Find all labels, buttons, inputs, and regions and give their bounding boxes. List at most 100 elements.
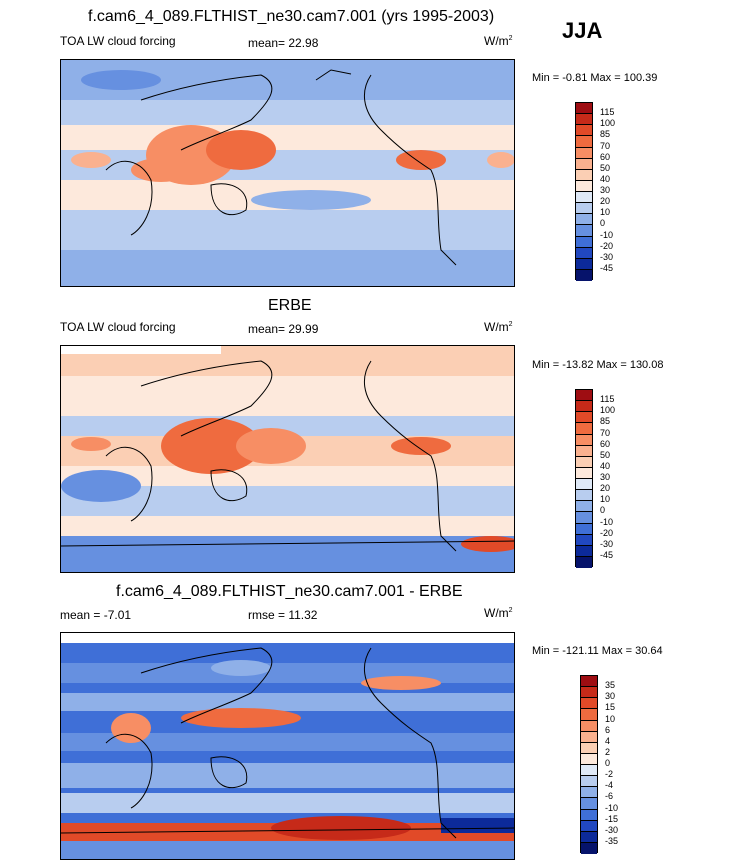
colorbar-tick-label: 100 — [600, 118, 616, 129]
colorbar-swatch — [576, 269, 592, 281]
colorbar-tick-label: 30 — [605, 691, 616, 702]
colorbar-swatch — [576, 434, 592, 446]
colorbar-tick-label: 20 — [600, 196, 611, 207]
colorbar-tick-label: 2 — [605, 746, 611, 757]
colorbar-tick-label: 0 — [600, 218, 606, 229]
panel-3-rmse: rmse = 11.32 — [248, 608, 318, 622]
colorbar-tick-label: 35 — [605, 680, 616, 691]
colorbar-tick-label: 0 — [600, 505, 606, 516]
colorbar-tick-label: 30 — [600, 472, 611, 482]
colorbar-tick-label: 50 — [600, 449, 611, 460]
colorbar-tick-label: 60 — [600, 438, 611, 449]
colorbar-tick-label: 10 — [605, 713, 616, 724]
panel-2-map-field — [61, 346, 514, 572]
colorbar-tick-label: -10 — [605, 802, 619, 813]
colorbar-tick-label: 85 — [600, 416, 611, 427]
colorbar-tick-label: 60 — [600, 151, 611, 162]
colorbar-swatch — [581, 742, 597, 754]
colorbar-tick-label: -30 — [600, 251, 614, 262]
panel-2-colorbar-labels: 115 100 85 70 60 50 40 30 20 10 0 -10 -20 -30 -45 — [600, 389, 640, 567]
colorbar-tick-label: -35 — [605, 835, 619, 846]
panel-3-mean: mean = -7.01 — [60, 608, 132, 622]
colorbar-tick-label: 20 — [600, 483, 611, 494]
colorbar-swatch — [576, 534, 592, 546]
colorbar-swatch — [576, 467, 592, 479]
colorbar-tick-label: 70 — [600, 427, 611, 438]
panel-2-colorbar — [575, 389, 593, 568]
panel-3-map — [60, 632, 515, 860]
colorbar-tick-label: 100 — [600, 405, 616, 416]
panel-3-minmax: Min = -121.11 Max = 30.64 — [532, 645, 663, 657]
colorbar-tick-label: 30 — [600, 185, 611, 195]
colorbar-swatch — [576, 192, 592, 204]
panel-1-units: W/m2 — [484, 34, 513, 48]
panel-2-mean: mean= 29.99 — [248, 322, 319, 336]
colorbar-swatch — [576, 236, 592, 248]
colorbar-swatch — [576, 479, 592, 491]
colorbar-swatch — [581, 809, 597, 821]
panel-1-minmax: Min = -0.81 Max = 100.39 — [532, 72, 658, 84]
colorbar-tick-label: 40 — [600, 173, 611, 184]
colorbar-swatch — [581, 698, 597, 710]
colorbar-tick-label: -45 — [600, 549, 614, 560]
colorbar-swatch — [576, 258, 592, 270]
colorbar-tick-label: -4 — [605, 780, 614, 791]
panel-1-map-field — [61, 60, 514, 286]
colorbar-swatch — [581, 731, 597, 743]
colorbar-tick-label: -2 — [605, 769, 614, 780]
colorbar-tick-label: -6 — [605, 791, 614, 802]
colorbar-swatch — [576, 501, 592, 513]
colorbar-swatch — [576, 401, 592, 413]
colorbar-swatch — [581, 676, 597, 688]
colorbar-tick-label: -10 — [600, 229, 614, 240]
colorbar-swatch — [576, 180, 592, 192]
colorbar-tick-label: 10 — [600, 494, 611, 505]
colorbar-tick-label: -10 — [600, 516, 614, 527]
colorbar-tick-label: 10 — [600, 207, 611, 218]
colorbar-swatch — [581, 787, 597, 799]
panel-1-field-label: TOA LW cloud forcing — [60, 34, 176, 48]
colorbar-swatch — [576, 103, 592, 115]
panel-1-mean: mean= 22.98 — [248, 36, 319, 50]
colorbar-swatch — [581, 831, 597, 843]
colorbar-tick-label: 4 — [605, 735, 611, 746]
colorbar-swatch — [576, 214, 592, 226]
colorbar-swatch — [581, 820, 597, 832]
colorbar-tick-label: 70 — [600, 140, 611, 151]
colorbar-tick-label: 115 — [600, 394, 615, 405]
season-label: JJA — [562, 18, 603, 43]
colorbar-tick-label: 50 — [600, 162, 611, 173]
panel-2-field-label: TOA LW cloud forcing — [60, 320, 176, 334]
panel-1-map — [60, 59, 515, 287]
colorbar-tick-label: -15 — [605, 813, 619, 824]
colorbar-swatch — [581, 753, 597, 765]
panel-2-title: ERBE — [268, 297, 312, 314]
colorbar-swatch — [576, 456, 592, 468]
panel-2-map — [60, 345, 515, 573]
colorbar-swatch — [581, 720, 597, 732]
colorbar-tick-label: 15 — [605, 702, 616, 713]
panel-3-colorbar-labels: 35 30 15 10 6 4 2 0 -2 -4 -6 -10 -15 -30 -35 — [605, 675, 645, 853]
colorbar-tick-label: 115 — [600, 107, 615, 118]
colorbar-tick-label: -20 — [600, 527, 614, 538]
colorbar-swatch — [576, 136, 592, 148]
colorbar-swatch — [576, 412, 592, 424]
colorbar-swatch — [576, 390, 592, 402]
panel-1-title: f.cam6_4_089.FLTHIST_ne30.cam7.001 (yrs … — [88, 8, 495, 25]
colorbar-swatch — [576, 247, 592, 259]
colorbar-swatch — [576, 125, 592, 137]
colorbar-tick-label: 0 — [605, 758, 611, 768]
colorbar-swatch — [576, 147, 592, 159]
colorbar-swatch — [576, 158, 592, 170]
colorbar-swatch — [576, 445, 592, 457]
colorbar-swatch — [576, 423, 592, 435]
colorbar-swatch — [576, 114, 592, 126]
colorbar-tick-label: -30 — [605, 824, 619, 835]
colorbar-tick-label: -20 — [600, 240, 614, 251]
colorbar-swatch — [576, 523, 592, 535]
colorbar-swatch — [581, 687, 597, 699]
panel-3-title: f.cam6_4_089.FLTHIST_ne30.cam7.001 - ERB… — [116, 583, 463, 600]
panel-2-units: W/m2 — [484, 320, 513, 334]
colorbar-swatch — [576, 556, 592, 568]
panel-1-colorbar — [575, 102, 593, 281]
